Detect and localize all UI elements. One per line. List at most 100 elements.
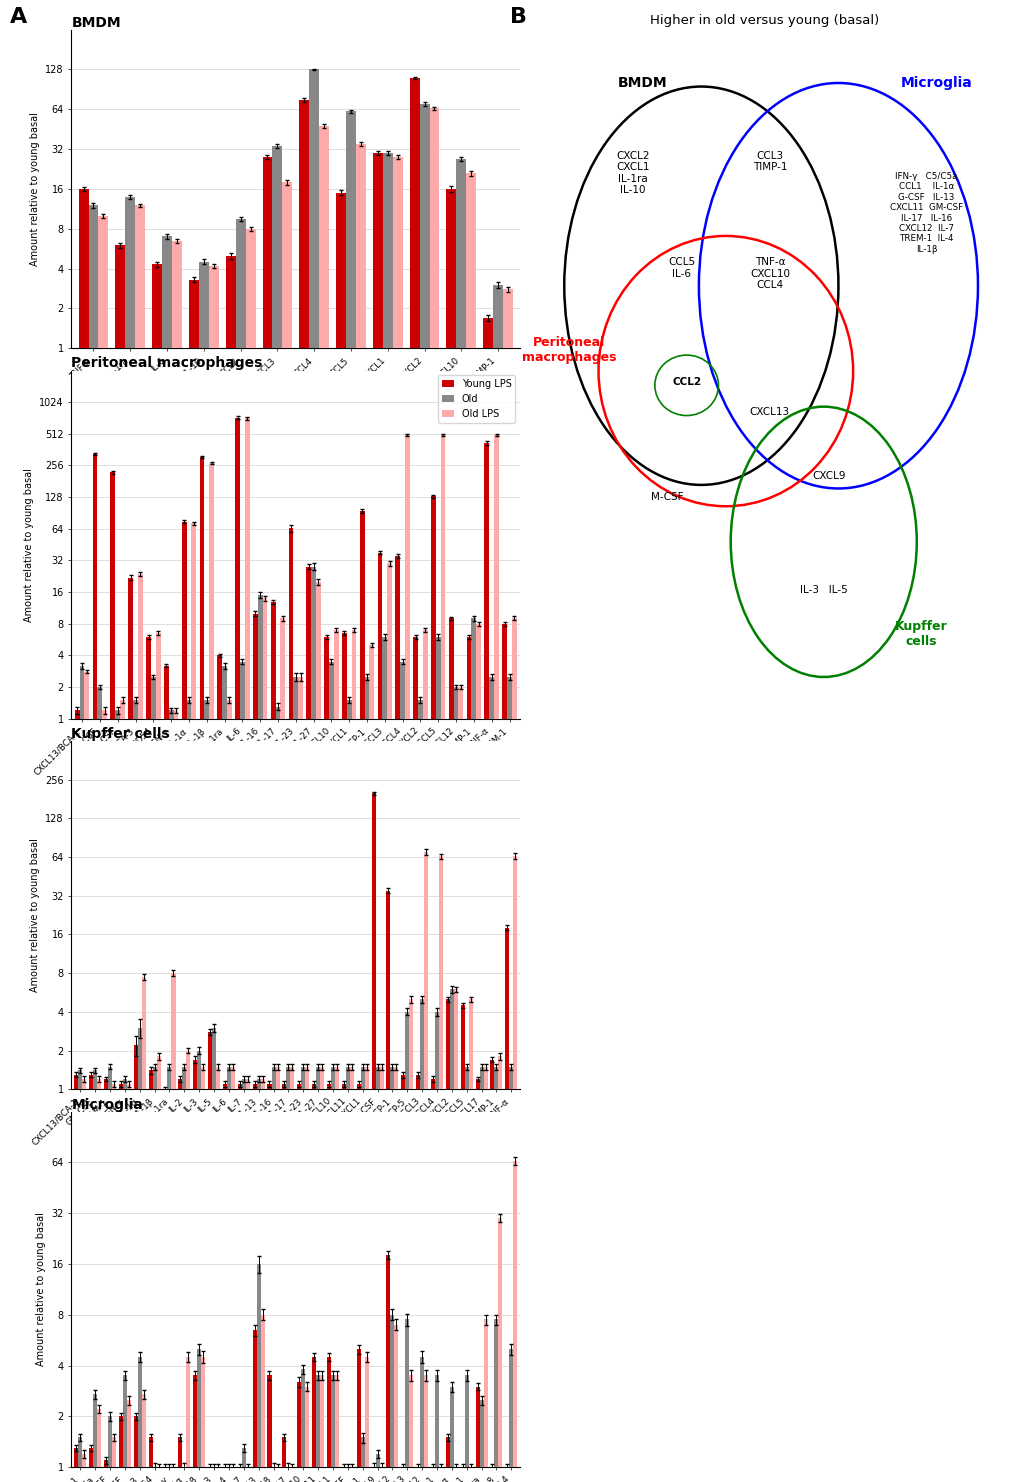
Bar: [257, 1264, 261, 1482]
Text: CCL5
IL-6: CCL5 IL-6: [667, 258, 695, 279]
Bar: [253, 1083, 257, 1482]
Bar: [438, 1467, 442, 1482]
Bar: [356, 144, 366, 1482]
Bar: [438, 857, 442, 1482]
Bar: [461, 1467, 465, 1482]
Bar: [361, 1067, 365, 1482]
Bar: [178, 1079, 182, 1482]
Bar: [455, 159, 466, 1482]
Bar: [350, 1467, 354, 1482]
Bar: [469, 1467, 472, 1482]
Bar: [334, 1067, 338, 1482]
Bar: [78, 1070, 83, 1482]
Bar: [501, 624, 506, 1482]
Bar: [199, 262, 209, 1482]
Text: Peritoneal macrophages: Peritoneal macrophages: [71, 357, 263, 370]
Bar: [230, 1067, 234, 1482]
Bar: [226, 1467, 230, 1482]
Bar: [98, 688, 102, 1482]
Bar: [78, 188, 89, 1482]
Bar: [301, 1067, 305, 1482]
Bar: [125, 197, 136, 1482]
Text: IL-3   IL-5: IL-3 IL-5: [799, 584, 847, 594]
Bar: [329, 661, 333, 1482]
Bar: [386, 1255, 390, 1482]
Bar: [392, 157, 403, 1482]
Bar: [375, 1454, 379, 1482]
Bar: [212, 1029, 216, 1482]
Bar: [151, 677, 156, 1482]
Bar: [257, 1079, 261, 1482]
Bar: [108, 1067, 112, 1482]
Bar: [498, 1057, 502, 1482]
Text: TNF-α
CXCL10
CCL4: TNF-α CXCL10 CCL4: [749, 258, 789, 290]
Bar: [335, 193, 345, 1482]
Bar: [483, 1319, 487, 1482]
Bar: [226, 1067, 230, 1482]
Bar: [373, 153, 382, 1482]
Bar: [483, 317, 492, 1482]
Bar: [341, 1467, 345, 1482]
Bar: [382, 153, 392, 1482]
Bar: [282, 182, 292, 1482]
Bar: [440, 434, 445, 1482]
Bar: [489, 677, 493, 1482]
Bar: [209, 462, 214, 1482]
Bar: [89, 1448, 93, 1482]
Bar: [465, 1375, 469, 1482]
Bar: [119, 1417, 122, 1482]
Bar: [115, 710, 120, 1482]
Bar: [345, 1067, 350, 1482]
Bar: [193, 1375, 197, 1482]
Text: CXCL2
CXCL1
IL-1ra
IL-10: CXCL2 CXCL1 IL-1ra IL-10: [615, 151, 649, 196]
Bar: [386, 891, 390, 1482]
Bar: [186, 1358, 191, 1482]
Bar: [305, 1067, 309, 1482]
Bar: [490, 1060, 494, 1482]
Bar: [197, 1349, 201, 1482]
Bar: [399, 661, 405, 1482]
Bar: [126, 1083, 130, 1482]
Bar: [334, 1375, 338, 1482]
Bar: [387, 563, 391, 1482]
Bar: [423, 630, 427, 1482]
Bar: [419, 104, 429, 1482]
Bar: [446, 188, 455, 1482]
Bar: [209, 265, 218, 1482]
Bar: [395, 556, 399, 1482]
Bar: [293, 677, 298, 1482]
Bar: [157, 1057, 160, 1482]
Bar: [74, 1074, 78, 1482]
Bar: [405, 1012, 409, 1482]
Bar: [453, 990, 458, 1482]
Bar: [85, 671, 90, 1482]
Bar: [223, 1083, 226, 1482]
Bar: [465, 1067, 469, 1482]
Bar: [297, 1083, 301, 1482]
Text: Microglia: Microglia: [900, 76, 971, 90]
Bar: [242, 1448, 246, 1482]
Bar: [133, 701, 138, 1482]
Bar: [261, 1315, 264, 1482]
Bar: [409, 1375, 413, 1482]
Bar: [74, 710, 79, 1482]
Bar: [324, 637, 329, 1482]
Bar: [237, 1467, 242, 1482]
Bar: [400, 1074, 405, 1482]
Bar: [413, 637, 418, 1482]
Bar: [379, 1067, 383, 1482]
Bar: [346, 701, 352, 1482]
Bar: [217, 655, 222, 1482]
Bar: [297, 1381, 301, 1482]
Bar: [513, 1162, 517, 1482]
Bar: [133, 1417, 138, 1482]
Bar: [365, 1067, 368, 1482]
Bar: [502, 289, 513, 1482]
Bar: [319, 126, 329, 1482]
Bar: [461, 1005, 465, 1482]
Bar: [466, 173, 476, 1482]
Bar: [504, 1467, 508, 1482]
Bar: [271, 1467, 275, 1482]
Bar: [288, 528, 293, 1482]
Bar: [459, 688, 463, 1482]
